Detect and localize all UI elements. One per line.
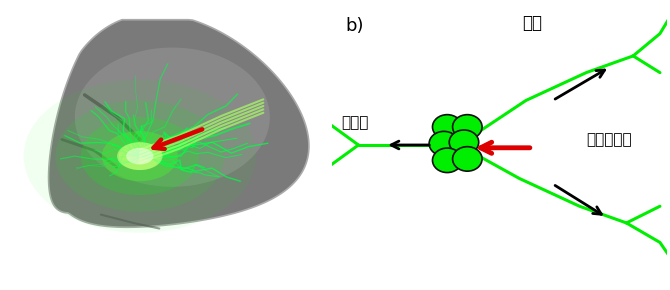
Ellipse shape bbox=[80, 117, 199, 195]
Circle shape bbox=[453, 115, 482, 139]
Text: a): a) bbox=[13, 17, 31, 35]
Circle shape bbox=[449, 130, 478, 155]
Ellipse shape bbox=[117, 142, 163, 170]
Text: 細胞体: 細胞体 bbox=[342, 115, 369, 130]
Circle shape bbox=[453, 147, 482, 171]
Polygon shape bbox=[75, 48, 270, 187]
Circle shape bbox=[433, 115, 462, 139]
Polygon shape bbox=[48, 20, 309, 227]
Ellipse shape bbox=[126, 148, 153, 164]
Ellipse shape bbox=[119, 142, 161, 170]
Text: 軸索: 軸索 bbox=[523, 14, 543, 32]
Circle shape bbox=[433, 148, 462, 173]
Ellipse shape bbox=[102, 131, 178, 181]
Text: b): b) bbox=[345, 17, 364, 35]
Ellipse shape bbox=[23, 79, 256, 233]
Ellipse shape bbox=[56, 100, 224, 212]
Circle shape bbox=[429, 131, 458, 156]
Text: トレーサー: トレーサー bbox=[586, 132, 632, 147]
